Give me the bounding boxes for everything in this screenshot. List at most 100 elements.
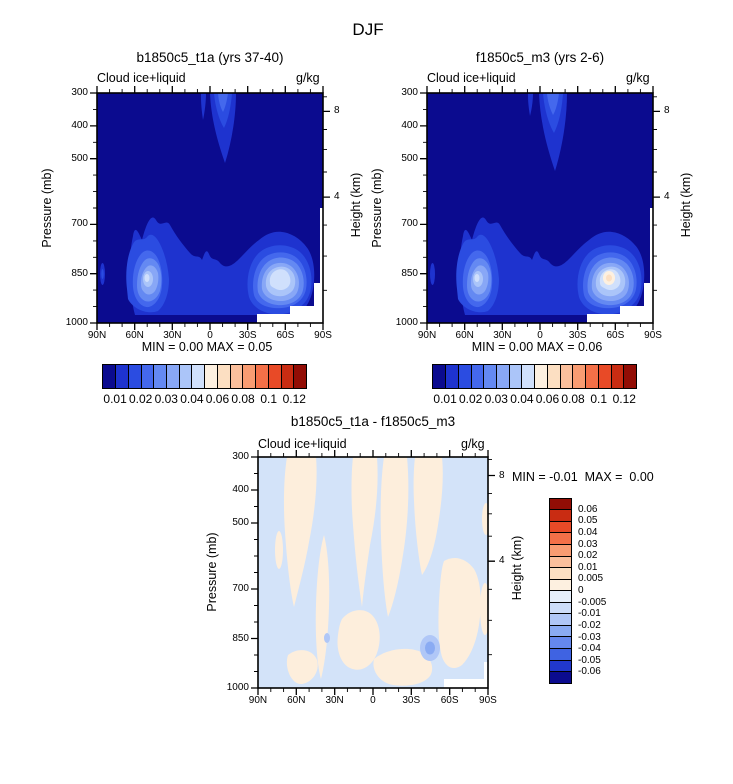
- colorbar-cell: [550, 556, 571, 569]
- colorbar-cell: [573, 365, 587, 388]
- colorbar-cell: [522, 365, 536, 388]
- height-tick-label: 4: [334, 191, 340, 203]
- lat-tick-label: 60S: [606, 330, 625, 341]
- lat-tick-label: 90S: [314, 330, 332, 341]
- left-panel-height-axis-label: Height (km): [349, 172, 363, 238]
- colorbar-tick-label: 0.06: [535, 392, 560, 406]
- left-panel-colorbar: [102, 364, 308, 389]
- colorbar-tick-label: 0.08: [231, 392, 255, 406]
- left-panel-lat-labels: 90N 60N 30N 0 30S 60S 90S: [78, 331, 342, 341]
- colorbar-tick-label: 0.01: [103, 392, 127, 406]
- colorbar-tick-label: 0.05: [578, 515, 598, 527]
- colorbar-cell: [550, 637, 571, 649]
- colorbar-cell: [611, 365, 625, 388]
- pressure-tick-label: 500: [232, 517, 249, 528]
- contour-blob: [101, 269, 104, 279]
- colorbar-cell: [446, 365, 459, 388]
- lat-tick-label: 30N: [325, 695, 344, 706]
- height-tick-label: 8: [334, 105, 340, 117]
- diff-panel-minmax: MIN = -0.01 MAX = 0.00: [512, 470, 654, 484]
- right-panel-minmax: MIN = 0.00 MAX = 0.06: [471, 340, 603, 354]
- colorbar-tick-label: 0.06: [578, 503, 598, 515]
- left-panel-plot: [97, 93, 323, 323]
- colorbar-cell: [550, 660, 571, 673]
- colorbar-tick-label: 0.02: [129, 392, 153, 406]
- contour-blob: [606, 274, 612, 282]
- colorbar-cell: [281, 365, 295, 388]
- colorbar-tick-label: 0.03: [578, 538, 598, 550]
- colorbar-cell: [471, 365, 485, 388]
- colorbar-cell: [550, 533, 571, 545]
- lat-tick-label: 0: [207, 330, 213, 341]
- colorbar-cell: [166, 365, 180, 388]
- pressure-tick-label: 850: [71, 267, 88, 279]
- diff-panel-pressure-axis-label: Pressure (mb): [205, 532, 219, 612]
- contour-blob: [474, 274, 480, 282]
- colorbar-cell: [550, 602, 571, 615]
- colorbar-cell: [458, 365, 472, 388]
- contour-blob: [430, 263, 435, 285]
- colorbar-tick-label: 0.12: [612, 392, 636, 406]
- diff-panel-lat-labels: 90N 60N 30N 0 30S 60S 90S: [239, 696, 507, 706]
- colorbar-cell: [598, 365, 612, 388]
- colorbar-tick-label: -0.01: [578, 608, 601, 620]
- lat-tick-label: 60N: [455, 330, 474, 341]
- left-panel-pressure-axis-label: Pressure (mb): [40, 168, 54, 248]
- colorbar-cell: [243, 365, 257, 388]
- lat-tick-label: 0: [537, 330, 543, 341]
- left-panel-minmax: MIN = 0.00 MAX = 0.05: [141, 340, 273, 354]
- diff-panel-colorbar-labels: 0.06 0.05 0.04 0.03 0.02 0.01 0.005 0 -0.005 -0.0…: [578, 504, 620, 678]
- diff-panel-title: b1850c5_t1a - f1850c5_m3: [290, 414, 456, 429]
- colorbar-tick-label: 0.04: [578, 527, 598, 539]
- pressure-tick-label: 500: [71, 152, 88, 164]
- lat-tick-label: 90S: [479, 695, 497, 706]
- colorbar-cell: [550, 614, 571, 626]
- colorbar-cell: [179, 365, 193, 388]
- pressure-tick-label: 400: [232, 484, 249, 495]
- colorbar-tick-label: -0.06: [578, 666, 601, 678]
- lat-tick-label: 0: [370, 695, 376, 706]
- lat-tick-label: 90S: [644, 330, 662, 341]
- right-panel-field-label: Cloud ice+liquid: [427, 71, 516, 85]
- pressure-tick-label: 700: [232, 583, 249, 594]
- colorbar-tick-label: 0.1: [260, 392, 277, 406]
- colorbar-tick-label: -0.03: [578, 631, 601, 643]
- colorbar-cell: [192, 365, 206, 388]
- contour-blob: [425, 641, 435, 655]
- colorbar-cell: [550, 568, 571, 580]
- colorbar-cell: [128, 365, 142, 388]
- colorbar-tick-label: -0.04: [578, 643, 601, 655]
- colorbar-cell: [230, 365, 244, 388]
- lat-tick-label: 60S: [440, 695, 459, 706]
- right-panel-height-axis-label: Height (km): [679, 172, 693, 238]
- colorbar-cell: [550, 649, 571, 661]
- colorbar-cell: [550, 625, 571, 638]
- colorbar-tick-label: 0.04: [510, 392, 534, 406]
- colorbar-tick-label: -0.05: [578, 654, 601, 666]
- colorbar-cell: [547, 365, 561, 388]
- pressure-tick-label: 700: [401, 218, 418, 230]
- pressure-tick-label: 850: [401, 267, 418, 279]
- colorbar-cell: [550, 544, 571, 557]
- colorbar-tick-label: 0.01: [578, 561, 598, 573]
- diff-panel-units-label: g/kg: [461, 437, 485, 451]
- left-panel-units-label: g/kg: [296, 71, 320, 85]
- colorbar-cell: [550, 672, 571, 683]
- colorbar-cell: [535, 365, 548, 388]
- pressure-tick-label: 1000: [226, 682, 249, 693]
- colorbar-cell: [268, 365, 282, 388]
- right-panel-colorbar: [432, 364, 638, 389]
- colorbar-tick-label: 0.1: [590, 392, 607, 406]
- contour-blob: [275, 531, 283, 569]
- colorbar-cell: [550, 521, 571, 534]
- pressure-tick-label: 300: [71, 87, 88, 98]
- lat-tick-label: 90N: [248, 695, 268, 706]
- colorbar-cell: [560, 365, 574, 388]
- right-panel-units-label: g/kg: [626, 71, 650, 85]
- colorbar-cell: [550, 498, 571, 511]
- colorbar-tick-label: 0.06: [205, 392, 230, 406]
- colorbar-tick-label: 0: [578, 585, 584, 597]
- right-panel-plot: [427, 93, 653, 323]
- lat-tick-label: 30N: [493, 330, 512, 341]
